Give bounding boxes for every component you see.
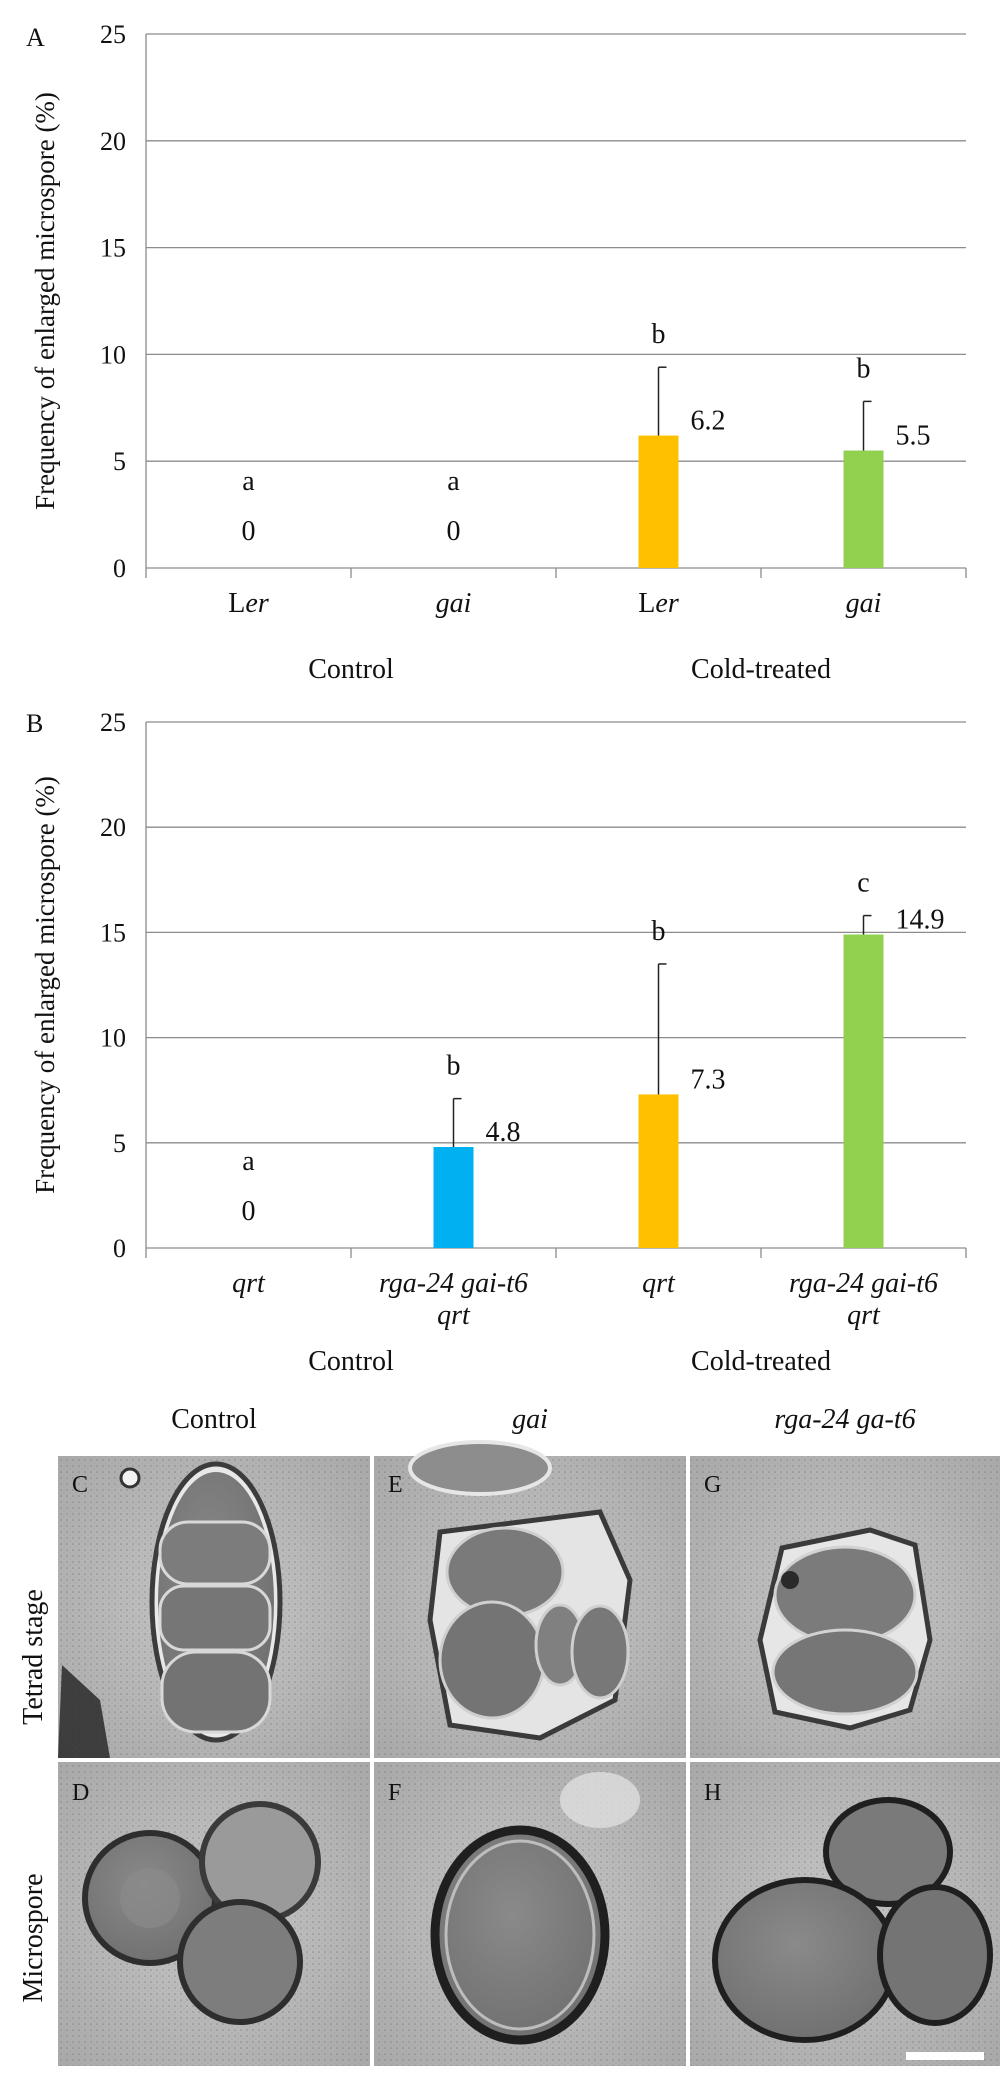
x-tick-label: rga-24 gai-t6 (379, 1268, 528, 1299)
x-tick-label-prefix: L (638, 588, 655, 619)
x-tick-label-line2: qrt (847, 1300, 881, 1331)
x-tick-label: qrt (642, 1268, 676, 1299)
data-label: 6.2 (691, 406, 726, 437)
significance-letter: c (857, 868, 869, 899)
micrograph-tile-f: F (374, 1762, 686, 2066)
x-tick-label-italic: gai (846, 588, 882, 619)
panel-letter-h: H (704, 1780, 721, 1806)
row-label-tetrad-stage: Tetrad stage (18, 1589, 49, 1725)
y-tick-label: 25 (100, 708, 126, 737)
y-axis-label: Frequency of enlarged microspore (%) (30, 92, 60, 510)
chart-a: A 0 5 10 15 20 25 Frequency of enlarged micros… (26, 20, 967, 685)
y-tick-label: 25 (100, 20, 126, 49)
x-tick-label: gai (846, 588, 882, 619)
row-label-microspore: Microspore (18, 1873, 49, 2002)
bar (843, 934, 884, 1248)
y-tick-label: 20 (100, 127, 126, 156)
y-tick-label: 20 (100, 813, 126, 842)
data-label: 0 (447, 516, 461, 547)
micrograph-tile-d: D (58, 1762, 370, 2066)
micrograph-grid: Control gai rga-24 ga-t6 Tetrad stage Mi… (18, 1404, 1000, 2066)
panel-letter-a: A (26, 23, 45, 52)
group-label: Control (308, 1346, 394, 1377)
significance-letter: b (857, 353, 871, 384)
x-tick-label: rga-24 gai-t6 (789, 1268, 938, 1299)
group-label: Cold-treated (691, 654, 831, 685)
chart-b: B 0 5 10 15 20 25 Frequency of enlarged micros… (26, 708, 967, 1377)
panel-letter-d: D (72, 1780, 89, 1806)
significance-letter: a (447, 466, 460, 497)
significance-letter: b (447, 1051, 461, 1082)
panel-letter-c: C (72, 1472, 88, 1498)
y-tick-label: 5 (113, 1129, 126, 1158)
y-tick-label: 15 (100, 234, 126, 263)
y-tick-label: 0 (113, 1234, 126, 1263)
significance-letter: a (242, 466, 255, 497)
x-tick-label-prefix: L (228, 588, 245, 619)
micrograph-tile-c: C (58, 1456, 370, 1758)
significance-letter: a (242, 1146, 255, 1177)
x-tick-label-line2: qrt (437, 1300, 471, 1331)
data-label: 0 (242, 516, 256, 547)
data-label: 4.8 (486, 1117, 521, 1148)
y-tick-label: 5 (113, 447, 126, 476)
micrograph-tile-e: E (374, 1440, 686, 1758)
panel-letter-f: F (388, 1780, 401, 1806)
x-tick-label-italic: gai (436, 588, 472, 619)
group-label: Control (308, 654, 394, 685)
x-tick-label: Ler (638, 588, 679, 619)
y-tick-label: 15 (100, 918, 126, 947)
data-label: 14.9 (896, 905, 945, 936)
micrograph-tile-h: H (690, 1762, 1000, 2066)
bar (433, 1147, 474, 1248)
significance-letter: b (652, 916, 666, 947)
column-header-rga-ga: rga-24 ga-t6 (774, 1404, 915, 1435)
y-tick-label: 0 (113, 554, 126, 583)
group-label: Cold-treated (691, 1346, 831, 1377)
panel-letter-e: E (388, 1472, 403, 1498)
data-label: 5.5 (896, 421, 931, 452)
significance-letter: b (652, 319, 666, 350)
x-tick-label: gai (436, 588, 472, 619)
data-label: 7.3 (691, 1064, 726, 1095)
bar (638, 435, 679, 568)
x-tick-label: qrt (232, 1268, 266, 1299)
y-axis-label: Frequency of enlarged microspore (%) (30, 776, 60, 1194)
scale-bar (906, 2052, 984, 2060)
panel-letter-b: B (26, 709, 43, 738)
y-tick-label: 10 (100, 1024, 126, 1053)
y-tick-label: 10 (100, 340, 126, 369)
column-header-control: Control (171, 1404, 257, 1435)
column-header-gai: gai (512, 1404, 548, 1435)
x-tick-label-italic: er (245, 588, 268, 619)
bar (638, 1094, 679, 1248)
micrograph-tile-g: G (690, 1456, 1000, 1758)
panel-letter-g: G (704, 1472, 721, 1498)
bar (843, 450, 884, 568)
x-tick-label-italic: er (655, 588, 678, 619)
data-label: 0 (242, 1196, 256, 1227)
x-tick-label: Ler (228, 588, 269, 619)
